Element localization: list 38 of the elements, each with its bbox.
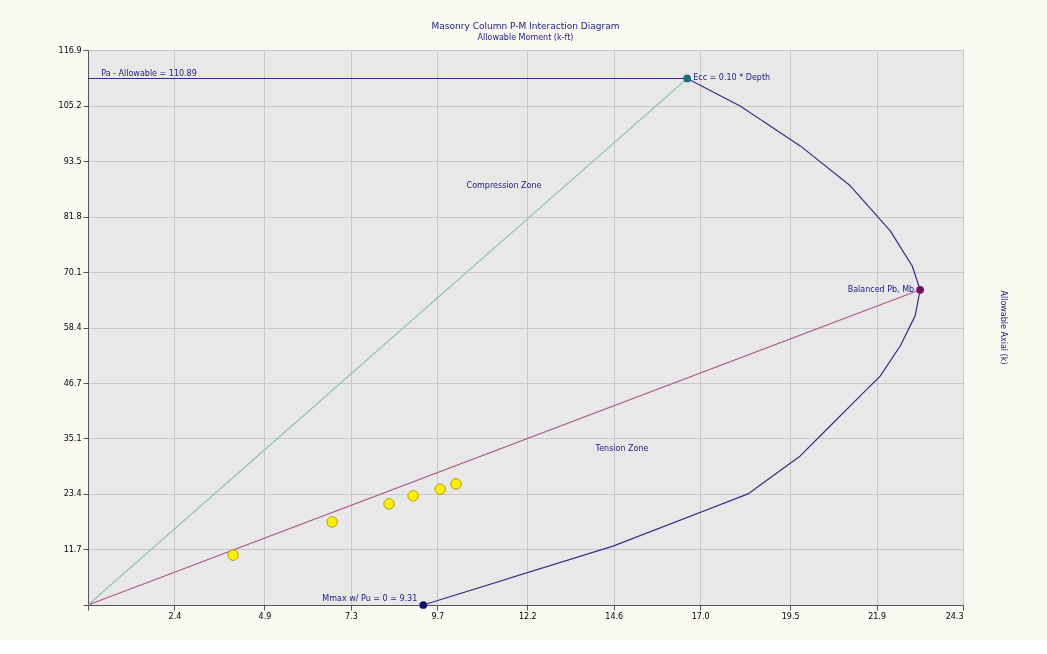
y-tick-label: 58.4 [63, 323, 82, 333]
x-tick-label: 9.7 [431, 611, 445, 621]
chart-title: Masonry Column P-M Interaction Diagram [431, 21, 620, 31]
x-tick-label: 12.2 [518, 611, 537, 621]
x-axis-title: Allowable Moment (k-ft) [477, 33, 574, 42]
point [407, 490, 419, 502]
x-tick-label: 19.5 [781, 611, 800, 621]
point [450, 478, 462, 490]
point [227, 549, 239, 561]
y-tick-label: 35.1 [63, 433, 82, 443]
annotation: Ecc = 0.10 * Depth [693, 73, 771, 83]
x-tick-label: 24.3 [945, 611, 964, 621]
annotation: Mmax w/ Pu = 0 = 9.31 [322, 594, 418, 603]
y-tick-label: 116.9 [58, 45, 82, 55]
point [434, 483, 446, 495]
point [383, 498, 395, 510]
annotation: Pa - Allowable = 110.89 [101, 68, 197, 78]
x-tick-label: 7.3 [344, 611, 358, 621]
y-tick-label: 11.7 [63, 544, 82, 554]
x-tick-label: 17.0 [691, 611, 710, 621]
point [683, 74, 692, 83]
y-axis-title: Allowable Axial (k) [999, 290, 1008, 365]
y-tick-label: 81.8 [63, 212, 82, 222]
point [326, 516, 338, 528]
annotation: Compression Zone [466, 181, 542, 190]
y-tick-label: 23.4 [63, 489, 82, 499]
y-tick-label: 46.7 [63, 378, 82, 388]
y-tick-label: 105.2 [58, 101, 82, 111]
annotation: Balanced Pb, Mb [847, 284, 915, 294]
point [419, 601, 428, 609]
x-tick-label: 2.4 [168, 611, 182, 621]
y-tick-label: 70.1 [63, 267, 82, 277]
y-tick-label: 93.5 [63, 156, 82, 166]
point [916, 285, 925, 294]
annotation: Tension Zone [594, 444, 649, 453]
x-tick-label: 14.6 [605, 611, 624, 621]
x-tick-label: 21.9 [868, 611, 886, 621]
x-tick-label: 4.9 [258, 611, 272, 621]
